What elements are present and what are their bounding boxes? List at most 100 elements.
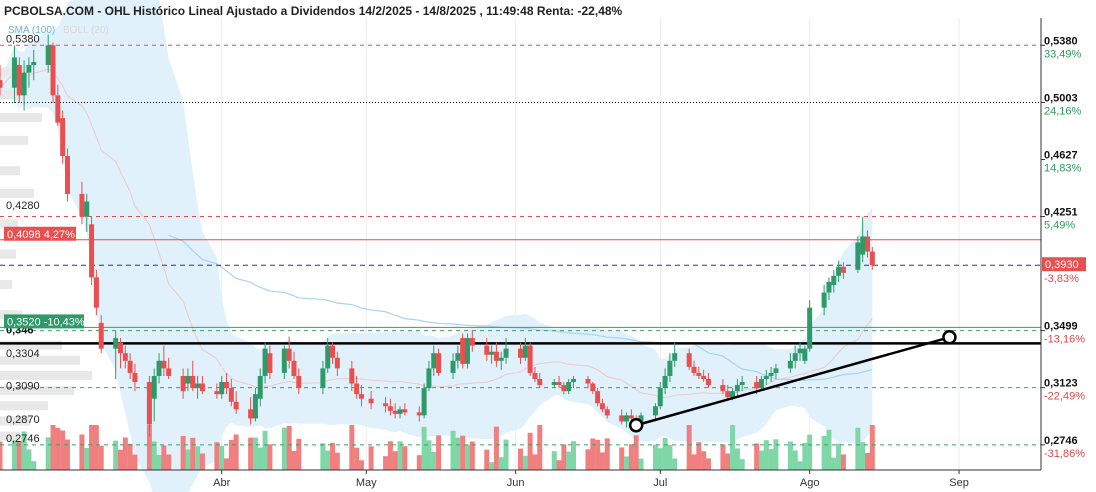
volume-profile-bar — [0, 370, 92, 380]
candle-body — [537, 378, 543, 386]
volume-bar — [527, 432, 533, 470]
candle-body — [166, 368, 172, 376]
candle-body — [460, 338, 466, 364]
candle-body — [21, 72, 27, 96]
candles — [0, 34, 875, 437]
volume-bar — [855, 427, 861, 470]
volume-bar — [792, 450, 798, 470]
volume-profile-bar — [0, 431, 20, 441]
candle-body — [93, 277, 99, 308]
chart-title: PCBOLSA.COM - OHL Histórico Lineal Ajust… — [4, 4, 623, 18]
volume-bar — [122, 437, 128, 470]
candle-body — [768, 372, 774, 376]
candle-body — [325, 345, 331, 369]
x-tick-label: Jul — [653, 477, 667, 489]
volume-bar — [84, 448, 90, 470]
volume-bar — [358, 460, 364, 470]
candle-body — [286, 348, 292, 361]
volume-bar — [787, 441, 793, 470]
right-price-label: 0,5003 — [1044, 92, 1078, 104]
candle-body — [807, 307, 813, 349]
volume-bar — [869, 425, 875, 470]
volume-bar — [768, 449, 774, 470]
x-tick-label: Sep — [949, 477, 969, 489]
volume-bar — [498, 457, 504, 470]
candle-body — [214, 391, 220, 395]
candle-body — [127, 360, 133, 373]
volume-bar — [416, 455, 422, 470]
candle-body — [195, 383, 201, 389]
volume-bar — [725, 453, 731, 470]
candle-body — [652, 406, 658, 416]
volume-bar — [146, 425, 152, 470]
volume-bar — [840, 454, 846, 470]
right-price-label: 0,5380 — [1044, 35, 1078, 47]
volume-bar — [166, 454, 172, 470]
candle-body — [571, 378, 577, 383]
volume-profile-bar — [0, 355, 80, 365]
left-level-label: 0,4280 — [6, 200, 40, 212]
candle-body — [190, 375, 196, 389]
candle-body — [248, 409, 254, 419]
volume-bar — [199, 453, 205, 470]
candle-body — [267, 353, 273, 373]
volume-profile-bar — [0, 166, 20, 176]
volume-bar — [464, 444, 470, 470]
candle-body — [132, 372, 138, 383]
right-price-label: 0,3123 — [1044, 378, 1078, 390]
x-tick-label: Jun — [507, 477, 525, 489]
volume-bar — [325, 450, 331, 470]
volume-bar — [93, 425, 99, 470]
candle-body — [464, 338, 470, 364]
volume-bar — [127, 443, 133, 470]
volume-bar — [455, 437, 461, 470]
volume-bar — [720, 444, 726, 470]
candle-body — [358, 394, 364, 399]
right-pct-label: 5,49% — [1044, 220, 1075, 232]
volume-bar — [739, 459, 745, 470]
candle-body — [595, 391, 601, 404]
volume-bar — [667, 445, 673, 470]
right-pct-label: -13,16% — [1044, 334, 1085, 346]
candle-body — [754, 382, 760, 389]
volume-bar — [248, 437, 254, 470]
candle-body — [662, 375, 668, 389]
volume-bar — [522, 455, 528, 470]
candle-body — [156, 360, 162, 376]
right-price-label: 0,4251 — [1044, 207, 1078, 219]
candle-body — [436, 353, 442, 373]
candle-body — [763, 375, 769, 379]
volume-bar — [638, 458, 644, 470]
volume-bar — [537, 425, 543, 470]
candle-body — [720, 385, 726, 392]
volume-bar — [286, 425, 292, 470]
volume-bar — [450, 430, 456, 470]
volume-bar — [11, 432, 17, 470]
right-price-label: 0,2746 — [1044, 435, 1078, 447]
candle-body — [734, 385, 740, 392]
candle-body — [599, 403, 605, 410]
candle-body — [484, 345, 490, 355]
candle-body — [252, 394, 258, 419]
candle-body — [758, 378, 764, 389]
right-pct-label: -22,49% — [1044, 391, 1085, 403]
candle-body — [696, 372, 702, 376]
candle-body — [320, 368, 326, 389]
marker-green-label: 0,3520 -10,43% — [7, 316, 85, 328]
volume-bar — [98, 445, 104, 470]
candle-body — [296, 375, 302, 389]
volume-bar — [45, 437, 51, 470]
volume-bar — [50, 425, 56, 470]
volume-bar — [195, 446, 201, 470]
volume-bar — [599, 452, 605, 470]
left-level-label: 0,2746 — [6, 433, 40, 445]
candle-body — [773, 368, 779, 373]
volume-bar — [503, 439, 509, 470]
volume-bar — [31, 461, 37, 470]
candle-body — [522, 345, 528, 358]
volume-bar — [705, 458, 711, 470]
current-price-label: 0,3930 — [1045, 259, 1079, 271]
candle-body — [455, 353, 461, 361]
volume-bar — [836, 443, 842, 470]
